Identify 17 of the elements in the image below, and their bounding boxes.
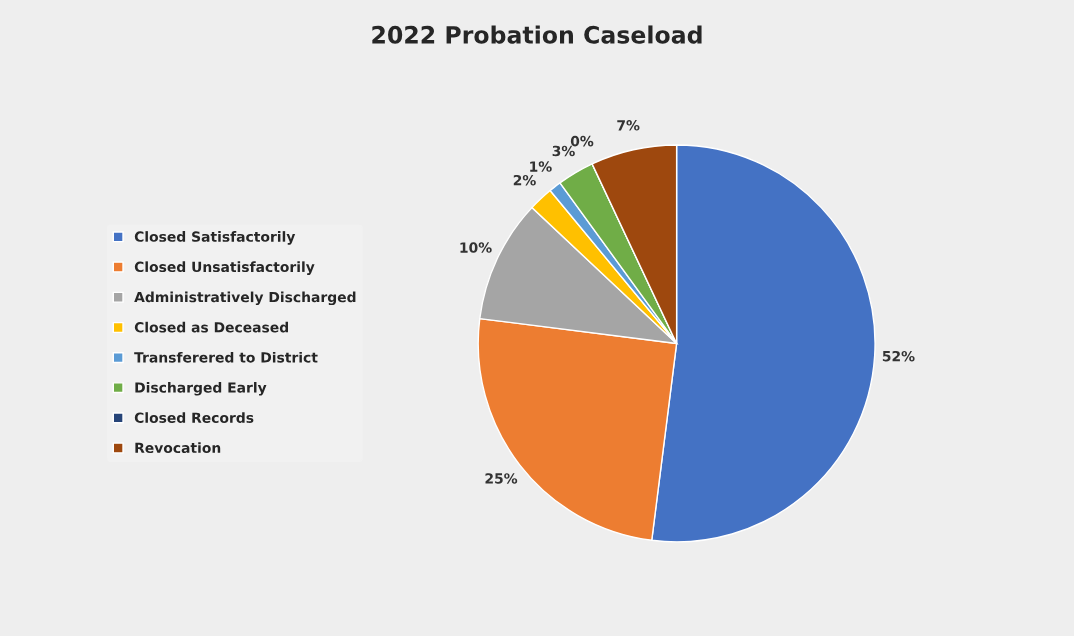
legend-label: Closed Records: [134, 412, 254, 423]
legend-label: Transferered to District: [134, 351, 318, 363]
data-label: 7%: [617, 120, 640, 131]
text: 0%: [570, 135, 594, 147]
legend-label: Closed Unsatisfactorily: [134, 261, 315, 275]
legend-label: Closed Satisfactorily: [134, 231, 296, 245]
legend-label: Discharged Early: [135, 381, 267, 396]
data-label: 2%: [513, 174, 536, 186]
legend-label: Closed as Deceased: [134, 321, 288, 333]
chart-title: 2022 Probation Caseload: [372, 25, 702, 44]
data-label: 10%: [460, 242, 492, 253]
data-label: 25%: [485, 473, 518, 484]
data-label: 52%: [882, 350, 915, 362]
legend-label: Revocation: [135, 442, 221, 454]
data-label: 1%: [530, 161, 552, 172]
data-label: 3%: [552, 145, 575, 157]
legend-label: Administratively Discharged: [134, 291, 356, 306]
